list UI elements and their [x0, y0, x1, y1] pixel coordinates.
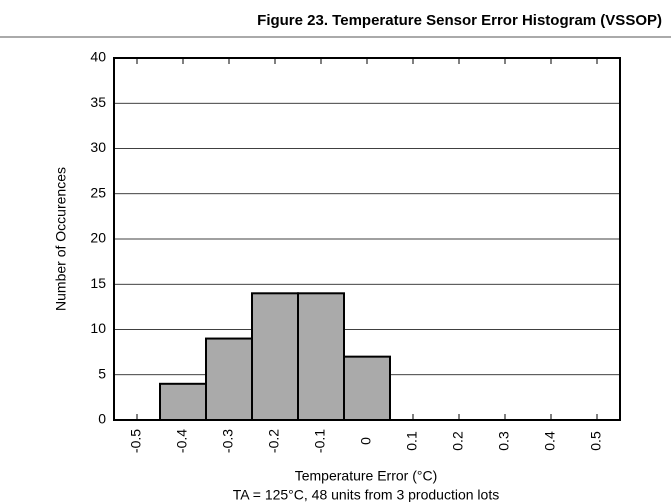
plot-frame: [113, 57, 621, 421]
x-tick-label: 0.2: [450, 431, 466, 451]
x-tick-label: 0.1: [404, 431, 420, 451]
chart-title: Figure 23. Temperature Sensor Error Hist…: [257, 12, 662, 29]
y-tick-label: 35: [90, 94, 106, 110]
annotation: TA = 125°C, 48 units from 3 production l…: [233, 487, 499, 502]
x-tick-label: -0.2: [266, 429, 282, 453]
bar: [343, 355, 391, 421]
bar: [251, 292, 299, 421]
x-tick-label: -0.3: [220, 429, 236, 453]
x-axis-label: Temperature Error (°C): [295, 468, 438, 484]
x-tick-label: -0.4: [174, 429, 190, 453]
y-tick-label: 10: [90, 320, 106, 336]
y-tick-label: 40: [90, 49, 106, 65]
y-tick-label: 15: [90, 275, 106, 291]
x-tick-label: -0.1: [312, 429, 328, 453]
x-tick-label: -0.5: [128, 429, 144, 453]
bar: [205, 337, 253, 421]
y-tick-label: 5: [98, 365, 106, 381]
bar: [159, 382, 207, 421]
x-tick-label: 0.5: [588, 431, 604, 451]
y-tick-label: 0: [98, 411, 106, 427]
x-tick-label: 0.3: [496, 431, 512, 451]
y-tick-label: 20: [90, 230, 106, 246]
x-tick-label: 0: [358, 437, 374, 445]
bar: [297, 292, 345, 421]
y-tick-label: 30: [90, 139, 106, 155]
y-axis-label: Number of Occurences: [53, 167, 69, 311]
x-tick-label: 0.4: [542, 431, 558, 451]
y-tick-label: 25: [90, 184, 106, 200]
